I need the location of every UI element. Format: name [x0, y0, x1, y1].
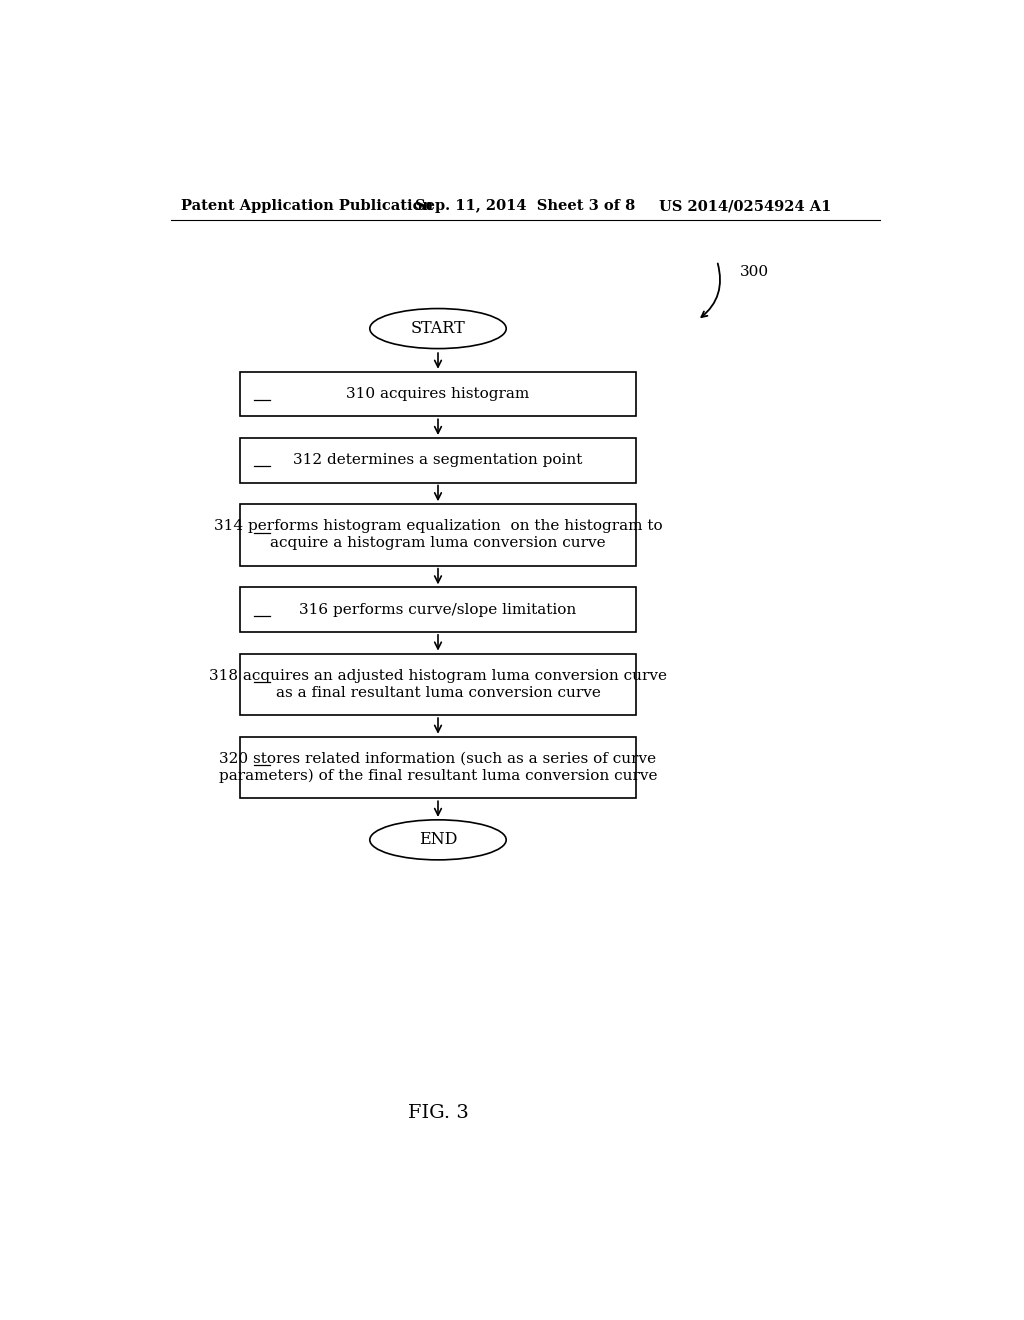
Text: 320 stores related information (such as a series of curve: 320 stores related information (such as …: [219, 752, 656, 766]
Bar: [241, 587, 636, 632]
Text: 312 determines a segmentation point: 312 determines a segmentation point: [293, 453, 583, 467]
Text: Patent Application Publication: Patent Application Publication: [180, 199, 433, 213]
Ellipse shape: [370, 820, 506, 859]
Text: as a final resultant luma conversion curve: as a final resultant luma conversion cur…: [275, 686, 600, 700]
Bar: [241, 438, 636, 483]
Text: 318 acquires an adjusted histogram luma conversion curve: 318 acquires an adjusted histogram luma …: [209, 669, 667, 682]
Ellipse shape: [370, 309, 506, 348]
Bar: [241, 372, 636, 416]
Text: Sep. 11, 2014  Sheet 3 of 8: Sep. 11, 2014 Sheet 3 of 8: [415, 199, 635, 213]
Text: 310 acquires histogram: 310 acquires histogram: [346, 387, 529, 401]
Bar: [241, 653, 636, 715]
Text: US 2014/0254924 A1: US 2014/0254924 A1: [658, 199, 831, 213]
Text: END: END: [419, 832, 457, 849]
Bar: [241, 504, 636, 566]
Bar: [241, 737, 636, 799]
Text: 316 performs curve/slope limitation: 316 performs curve/slope limitation: [299, 603, 577, 616]
Text: parameters) of the final resultant luma conversion curve: parameters) of the final resultant luma …: [219, 768, 657, 783]
Text: acquire a histogram luma conversion curve: acquire a histogram luma conversion curv…: [270, 536, 606, 550]
Text: 314 performs histogram equalization  on the histogram to: 314 performs histogram equalization on t…: [214, 520, 663, 533]
Text: 300: 300: [740, 265, 769, 280]
Text: FIG. 3: FIG. 3: [408, 1105, 468, 1122]
Text: START: START: [411, 319, 465, 337]
